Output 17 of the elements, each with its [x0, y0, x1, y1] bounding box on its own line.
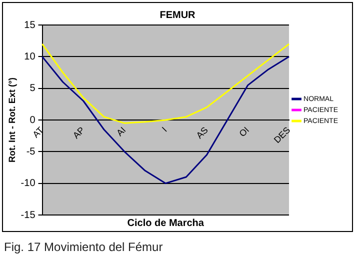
x-tick-label: I [160, 124, 169, 134]
x-tick-label: OI [237, 124, 252, 139]
x-axis-title: Ciclo de Marcha [127, 218, 204, 229]
x-tick-label: AS [194, 124, 210, 140]
y-tick-label: -5 [26, 146, 36, 158]
y-tick-label: -15 [20, 210, 36, 221]
caption: Fig. 17 Movimiento del Fémur [4, 240, 163, 254]
y-axis-title: Rot. Int - Rot. Ext (°) [6, 77, 17, 163]
y-tick-label: 15 [24, 20, 36, 31]
chart-title: FEMUR [160, 10, 196, 21]
y-tick-label: 5 [30, 83, 36, 94]
y-tick-label: 0 [30, 114, 36, 126]
x-tick-label: AP [70, 124, 87, 140]
x-tick-label: AT [30, 124, 46, 140]
x-tick-label: AI [114, 124, 128, 138]
y-tick-label: 10 [24, 51, 36, 62]
y-tick-label: -10 [20, 178, 36, 190]
